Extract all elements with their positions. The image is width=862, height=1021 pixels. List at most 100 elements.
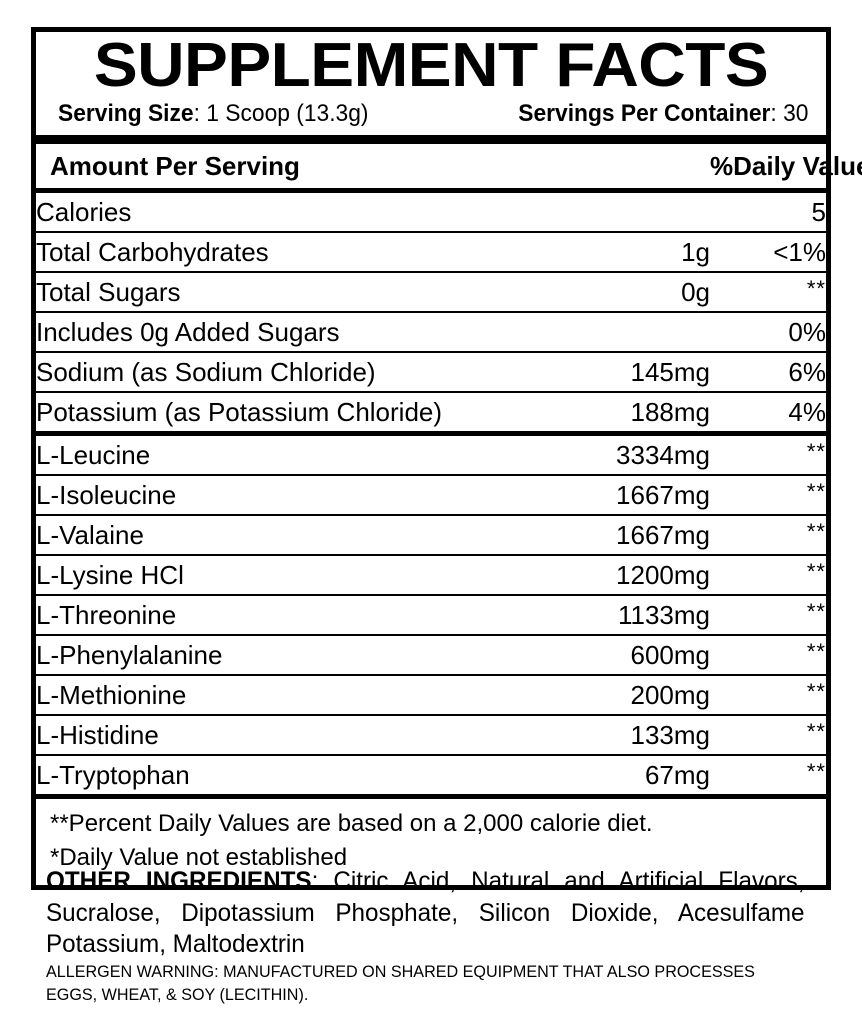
amino-acid-name: L-Threonine xyxy=(36,594,550,636)
daily-value-not-established-mark: ** xyxy=(806,719,826,745)
daily-value-not-established-mark: ** xyxy=(806,559,826,585)
allergen-warning: ALLERGEN WARNING: MANUFACTURED ON SHARED… xyxy=(46,962,755,1004)
daily-value-not-established-mark: ** xyxy=(806,639,826,665)
table-row: Total Sugars 0g ** xyxy=(36,271,826,313)
nutrient-daily-value: ** xyxy=(710,271,826,313)
amino-acid-name: L-Isoleucine xyxy=(36,474,550,516)
servings-per-container-colon: : xyxy=(769,100,783,128)
facts-panel: SUPPLEMENT FACTS Serving Size: 1 Scoop (… xyxy=(31,27,862,891)
divider-above-footnotes xyxy=(36,794,826,800)
footnote-percent-daily-value: **Percent Daily Values are based on a 2,… xyxy=(50,810,653,838)
nutrient-name: Sodium (as Sodium Chloride) xyxy=(36,351,550,393)
amino-acid-amount: 1200mg xyxy=(550,554,710,596)
amino-acid-daily-value: ** xyxy=(710,594,826,636)
table-row: L-Lysine HCl 1200mg ** xyxy=(36,554,826,596)
nutrient-name: Includes 0g Added Sugars xyxy=(36,311,550,353)
amount-header-spacer xyxy=(550,144,710,188)
table-row: Total Carbohydrates 1g <1% xyxy=(36,231,826,273)
table-row: Calories 5 xyxy=(36,193,826,232)
other-ingredients-text: : Citric Acid, Natural and Artificial Fl… xyxy=(46,867,805,958)
nutrient-name: Total Carbohydrates xyxy=(36,231,550,273)
divider-above-amino-acids xyxy=(36,431,826,437)
serving-size-colon: : xyxy=(193,100,207,128)
table-row: L-Leucine 3334mg ** xyxy=(36,436,826,475)
other-ingredients: OTHER INGREDIENTS: Citric Acid, Natural … xyxy=(46,866,805,961)
nutrient-table: Calories 5 Total Carbohydrates 1g <1% Total S… xyxy=(36,193,826,432)
amino-acid-name: L-Histidine xyxy=(36,714,550,756)
daily-value-not-established-mark: ** xyxy=(806,479,826,505)
amino-acid-name: L-Phenylalanine xyxy=(36,634,550,676)
amino-acid-daily-value: ** xyxy=(710,554,826,596)
serving-info-row: Serving Size: 1 Scoop (13.3g) Servings P… xyxy=(46,97,816,135)
nutrient-daily-value: 5 xyxy=(811,197,826,228)
servings-per-container-label: Servings Per Container xyxy=(517,100,770,128)
nutrient-amount: 1g xyxy=(550,231,710,273)
table-row: L-Valaine 1667mg ** xyxy=(36,514,826,556)
amino-acid-name: L-Valaine xyxy=(36,514,550,556)
servings-per-container: Servings Per Container: 30 xyxy=(518,100,808,128)
amino-acid-amount: 1667mg xyxy=(550,474,710,516)
table-row: Sodium (as Sodium Chloride) 145mg 6% xyxy=(36,351,826,393)
daily-value-not-established-mark: ** xyxy=(806,276,826,302)
daily-value-not-established-mark: ** xyxy=(806,679,826,705)
amino-acid-daily-value: ** xyxy=(710,514,826,556)
table-row: L-Threonine 1133mg ** xyxy=(36,594,826,636)
table-row: L-Methionine 200mg ** xyxy=(36,674,826,716)
amino-acid-daily-value: ** xyxy=(710,754,826,795)
nutrient-amount xyxy=(550,193,710,232)
amino-acid-amount: 600mg xyxy=(550,634,710,676)
amino-acid-daily-value: ** xyxy=(710,634,826,676)
table-header-row: Amount Per Serving %Daily Value* xyxy=(36,144,862,188)
nutrition-header-table: Amount Per Serving %Daily Value* xyxy=(36,144,862,188)
amino-acid-name: L-Tryptophan xyxy=(36,754,550,795)
amino-acid-daily-value: ** xyxy=(710,436,826,475)
table-row: L-Histidine 133mg ** xyxy=(36,714,826,756)
amino-acid-daily-value: ** xyxy=(710,474,826,516)
amount-per-serving-header: Amount Per Serving xyxy=(50,151,300,182)
table-row: L-Tryptophan 67mg ** xyxy=(36,754,826,795)
amino-acid-daily-value: ** xyxy=(710,674,826,716)
table-row: Includes 0g Added Sugars 0% xyxy=(36,311,826,353)
amino-acid-amount: 1133mg xyxy=(550,594,710,636)
amino-acid-name: L-Leucine xyxy=(36,440,151,471)
daily-value-header: %Daily Value* xyxy=(710,151,862,182)
amino-acid-amount: 3334mg xyxy=(616,440,710,471)
nutrient-amount: 0g xyxy=(550,271,710,313)
amino-acid-amount: 67mg xyxy=(550,754,710,795)
amino-acid-amount: 1667mg xyxy=(550,514,710,556)
amino-acid-name: L-Lysine HCl xyxy=(36,554,550,596)
nutrient-daily-value: 0% xyxy=(710,311,826,353)
daily-value-not-established-mark: ** xyxy=(806,519,826,545)
serving-size-value: 1 Scoop (13.3g) xyxy=(206,100,369,128)
nutrient-name: Calories xyxy=(36,197,132,228)
nutrient-amount xyxy=(550,311,710,353)
divider-below-header xyxy=(36,188,826,194)
amino-acid-amount: 200mg xyxy=(550,674,710,716)
divider-below-title xyxy=(36,135,826,145)
nutrient-amount: 145mg xyxy=(550,351,710,393)
serving-size-label: Serving Size xyxy=(58,100,194,128)
amino-acid-name: L-Methionine xyxy=(36,674,550,716)
daily-value-not-established-mark: ** xyxy=(806,599,826,625)
table-row: L-Phenylalanine 600mg ** xyxy=(36,634,826,676)
nutrient-daily-value: <1% xyxy=(710,231,826,273)
table-row: Potassium (as Potassium Chloride) 188mg 4% xyxy=(36,391,826,432)
amino-acid-table: L-Leucine 3334mg ** L-Isoleucine 1667mg ** L-V… xyxy=(36,436,826,795)
serving-size: Serving Size: 1 Scoop (13.3g) xyxy=(58,100,369,128)
nutrient-daily-value: 4% xyxy=(710,391,826,432)
nutrient-amount: 188mg xyxy=(550,391,710,432)
amino-acid-amount: 133mg xyxy=(550,714,710,756)
amino-acid-daily-value: ** xyxy=(710,714,826,756)
footnotes: **Percent Daily Values are based on a 2,… xyxy=(36,799,826,885)
title-block: SUPPLEMENT FACTS Serving Size: 1 Scoop (… xyxy=(36,34,826,135)
nutrient-daily-value: 6% xyxy=(710,351,826,393)
daily-value-not-established-mark: ** xyxy=(806,439,826,465)
nutrient-name: Total Sugars xyxy=(36,271,550,313)
other-ingredients-label: OTHER INGREDIENTS xyxy=(46,867,312,895)
nutrient-name: Potassium (as Potassium Chloride) xyxy=(36,391,550,432)
footnote-daily-value-not-established: *Daily Value not established xyxy=(50,844,348,872)
servings-per-container-value: 30 xyxy=(782,100,808,128)
daily-value-not-established-mark: ** xyxy=(806,759,826,785)
page-title: SUPPLEMENT FACTS xyxy=(93,31,769,100)
